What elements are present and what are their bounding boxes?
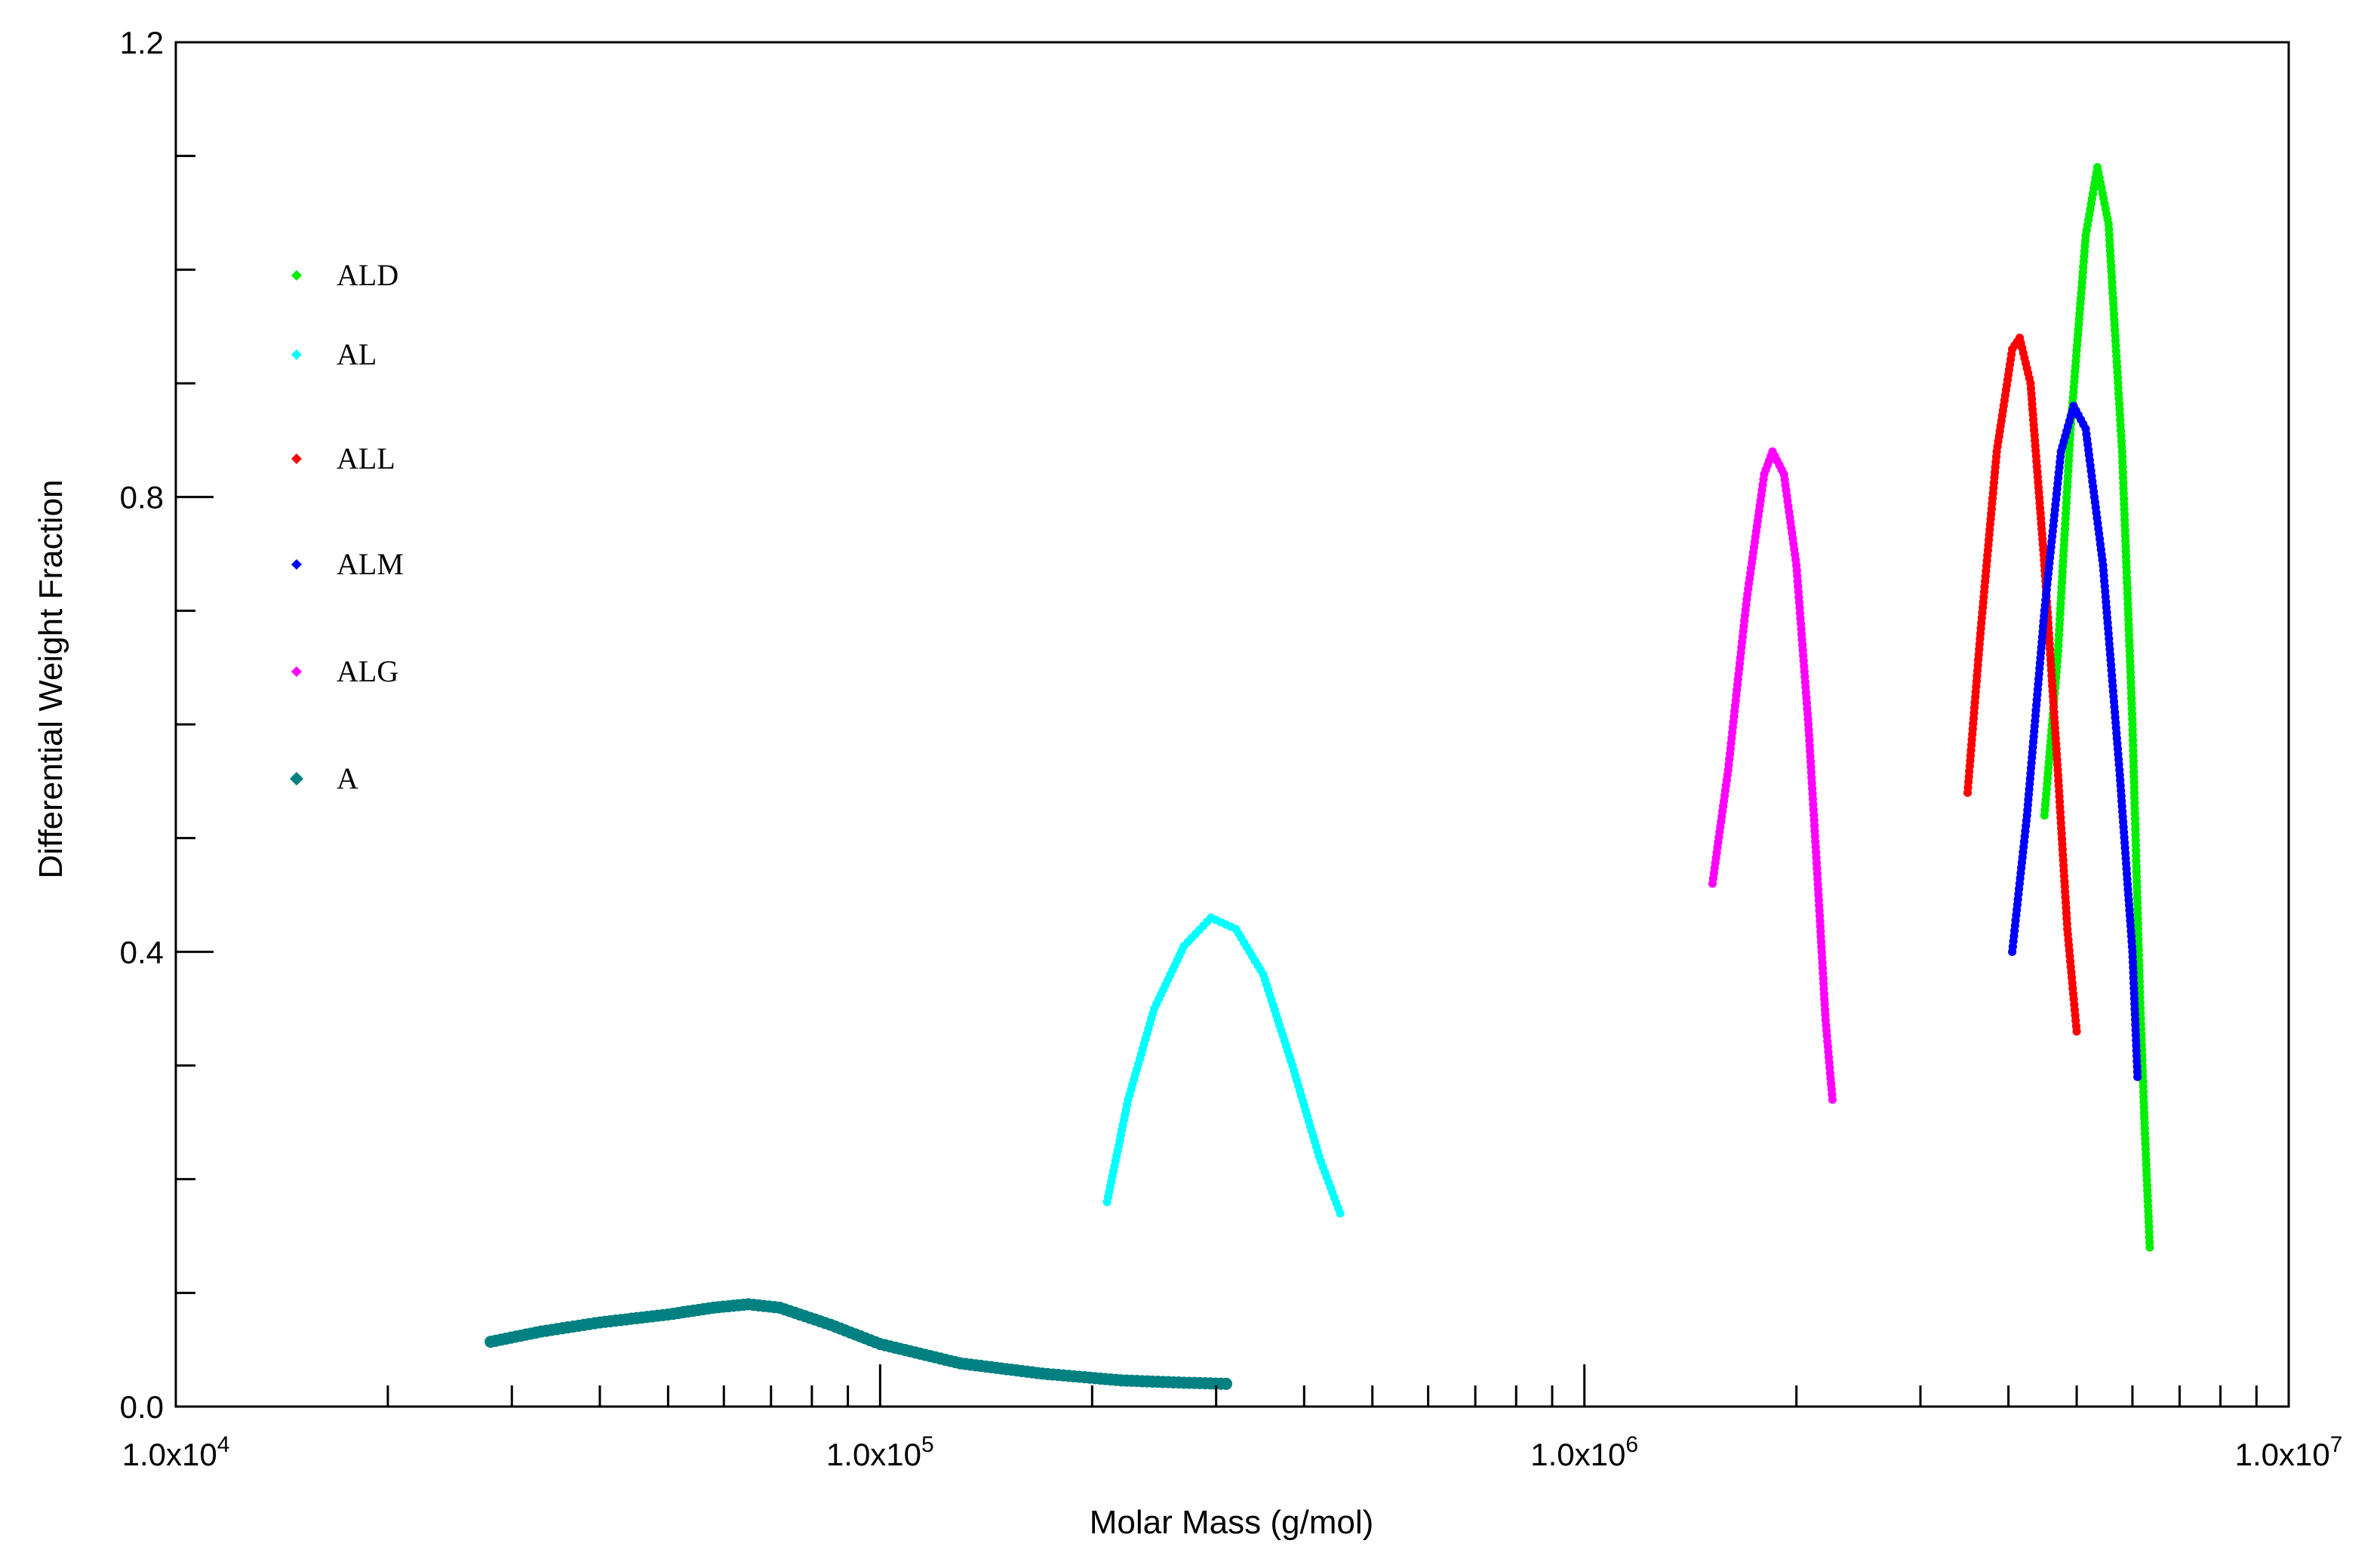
x-tick-label-exponent: 5: [921, 1432, 934, 1457]
legend-label: ALL: [337, 441, 395, 475]
y-tick-label: 1.2: [120, 25, 164, 60]
series-A: [484, 1298, 1232, 1390]
legend: ALD AL ALL ALM ALG A: [290, 258, 404, 795]
x-tick-label: 1.0x106: [1530, 1432, 1638, 1472]
data-point: [2072, 1027, 2081, 1036]
x-tick-label-base: 1.0x10: [2235, 1437, 2330, 1472]
x-tick-label-exponent: 4: [217, 1432, 230, 1457]
legend-label: ALD: [337, 258, 398, 292]
x-tick-label-base: 1.0x10: [122, 1437, 217, 1472]
x-tick-label-base: 1.0x10: [1530, 1437, 1625, 1472]
y-tick-label: 0.4: [120, 934, 164, 970]
legend-marker: [291, 454, 302, 464]
data-point: [2145, 1243, 2154, 1252]
data-point: [1828, 1095, 1837, 1104]
legend-marker: [291, 349, 302, 360]
legend-marker: [291, 666, 302, 677]
series-ALG: [1708, 447, 1837, 1104]
x-tick-label: 1.0x107: [2235, 1432, 2343, 1472]
legend-label: A: [337, 761, 358, 795]
legend-label: ALM: [337, 547, 404, 581]
y-axis-title: Differential Weight Fraction: [32, 479, 69, 878]
data-point: [2133, 1072, 2142, 1081]
legend-marker: [291, 270, 302, 281]
legend-item-AL: AL: [291, 337, 377, 371]
series-layer: [484, 163, 2154, 1390]
series-ALM: [2008, 401, 2142, 1081]
x-tick-label-exponent: 6: [1625, 1432, 1638, 1457]
legend-item-ALG: ALG: [291, 654, 398, 688]
series-ALL: [1963, 334, 2081, 1036]
y-tick-label: 0.8: [120, 480, 164, 515]
legend-label: ALG: [337, 654, 398, 688]
legend-marker: [291, 559, 302, 570]
x-axis-title: Molar Mass (g/mol): [1090, 1504, 1374, 1541]
data-point: [1219, 1377, 1232, 1390]
legend-item-ALL: ALL: [291, 441, 395, 475]
x-tick-label: 1.0x105: [826, 1432, 934, 1472]
x-tick-label: 1.0x104: [122, 1432, 230, 1472]
x-tick-label-exponent: 7: [2330, 1432, 2343, 1457]
legend-label: AL: [337, 337, 377, 371]
legend-item-ALM: ALM: [291, 547, 404, 581]
series-AL: [1102, 913, 1345, 1218]
legend-item-A: A: [290, 761, 358, 795]
y-tick-label: 0.0: [120, 1389, 164, 1425]
legend-marker: [290, 772, 303, 786]
data-point: [1336, 1209, 1345, 1218]
x-tick-label-base: 1.0x10: [826, 1437, 921, 1472]
legend-item-ALD: ALD: [291, 258, 398, 292]
series-ALD: [2040, 163, 2154, 1252]
